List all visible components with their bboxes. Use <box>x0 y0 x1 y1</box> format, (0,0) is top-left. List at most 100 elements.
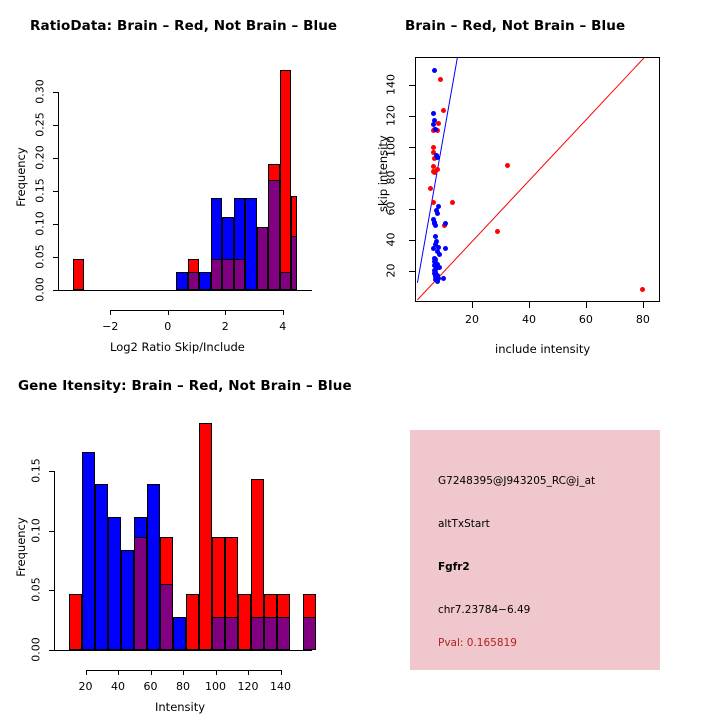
x-axis-tick-label: 60 <box>143 680 158 693</box>
scatter-point <box>433 241 439 247</box>
y-axis-tick <box>53 91 58 93</box>
scatter-point <box>435 249 441 255</box>
y-axis-tick <box>409 270 415 272</box>
bar-overlap <box>279 271 292 290</box>
x-axis-tick <box>110 310 112 315</box>
y-axis-line <box>54 470 55 650</box>
x-axis-tick <box>280 670 282 675</box>
y-axis-tick-label: 0.15 <box>29 458 43 483</box>
bar-blue <box>82 451 96 650</box>
y-axis-tick <box>409 208 415 210</box>
x-axis-tick-label: 2 <box>221 320 229 333</box>
scatter-reference-lines <box>416 58 645 301</box>
probe-id-text: G7248395@J943205_RC@j_at <box>438 475 596 487</box>
x-axis-tick-label: 20 <box>464 313 479 326</box>
scatter-point <box>435 210 441 216</box>
scatter-point <box>431 271 437 276</box>
y-axis-tick <box>409 146 415 148</box>
scatter-point <box>435 261 441 267</box>
panel-ratio-histogram: RatioData: Brain – Red, Not Brain – Blue… <box>0 0 360 360</box>
y-axis-tick <box>409 239 415 241</box>
panel-gene-intensity-histogram: Gene Itensity: Brain – Red, Not Brain – … <box>0 360 360 720</box>
scatter-point <box>504 162 510 168</box>
x-axis-tick <box>282 310 284 315</box>
bar-overlap <box>160 584 174 650</box>
y-axis-tick <box>409 177 415 179</box>
y-axis-tick-label: 20 <box>384 263 398 278</box>
x-axis-tick <box>85 670 87 675</box>
x-axis-tick <box>118 670 119 675</box>
y-axis-tick-label: 60 <box>384 201 398 216</box>
pval-text: Pval: 0.165819 <box>438 637 517 649</box>
ratio-x-axis-label: Log2 Ratio Skip/Include <box>110 340 245 354</box>
bar-red <box>199 423 213 650</box>
baseline <box>54 650 312 651</box>
scatter-point <box>430 199 436 205</box>
scatter-point <box>434 154 440 160</box>
y-axis-tick-label: 0.05 <box>29 577 43 603</box>
bar-red <box>186 593 200 650</box>
scatter-point <box>432 67 438 73</box>
bar-blue <box>199 271 211 290</box>
bar-overlap <box>291 235 298 290</box>
bar-overlap <box>268 180 280 290</box>
bar-blue <box>245 198 257 290</box>
bar-overlap <box>212 616 226 650</box>
bar-overlap <box>251 616 265 650</box>
bar-overlap <box>210 258 223 290</box>
scatter-point <box>430 216 436 222</box>
scatter-point <box>437 77 443 83</box>
locus-text: chr7.23784−6.49 <box>438 604 531 616</box>
y-axis-tick-label: 0.00 <box>29 637 43 662</box>
red-fit <box>417 58 645 301</box>
x-axis-tick <box>225 310 227 315</box>
panel-intensity-scatter: Brain – Red, Not Brain – Blue skip inten… <box>360 0 720 360</box>
bar-overlap <box>233 258 246 290</box>
x-axis-tick-label: 40 <box>521 313 536 326</box>
x-axis-tick-label: 20 <box>78 680 93 693</box>
y-axis-tick-label: 140 <box>384 73 398 95</box>
scatter-point <box>432 117 438 123</box>
y-axis-tick-label: 0.10 <box>29 517 43 543</box>
x-axis-tick <box>585 302 587 308</box>
scatter-point <box>431 246 437 252</box>
y-axis-tick <box>49 650 54 651</box>
x-axis-tick <box>215 670 217 675</box>
y-axis-tick-label: 120 <box>384 104 398 126</box>
y-axis-tick-label: 0.30 <box>33 78 47 104</box>
scatter-point <box>430 122 436 128</box>
x-axis-line <box>110 310 283 311</box>
scatter-point <box>437 252 443 258</box>
x-axis-tick-label: 140 <box>270 680 291 693</box>
event-type-text: altTxStart <box>438 518 490 530</box>
scatter-point <box>434 207 439 213</box>
bar-red <box>279 69 292 290</box>
y-axis-tick-label: 0.10 <box>33 211 47 236</box>
scatter-point <box>432 258 438 264</box>
scatter-point <box>443 246 449 252</box>
x-axis-tick-label: −2 <box>102 320 119 333</box>
scatter-point <box>431 156 437 162</box>
x-axis-tick-label: 120 <box>237 680 259 693</box>
scatter-point <box>427 185 433 191</box>
scatter-point <box>436 264 442 270</box>
y-axis-tick <box>53 290 58 291</box>
scatter-plot-area: 20 40 60 80 100 120 140 20 40 60 80 <box>360 0 720 360</box>
baseline <box>58 290 312 291</box>
y-axis-tick <box>49 470 54 472</box>
bar-overlap <box>277 616 291 650</box>
y-axis-tick <box>409 115 415 117</box>
bar-overlap <box>187 271 200 290</box>
y-axis-tick-label: 0.15 <box>33 178 47 203</box>
y-axis-tick <box>53 256 58 258</box>
x-axis-tick-label: 40 <box>111 680 125 693</box>
y-axis-tick-label: 0.00 <box>33 277 47 302</box>
x-axis-tick <box>528 302 530 308</box>
bar-blue <box>173 616 187 650</box>
y-axis-tick-label: 80 <box>384 170 398 185</box>
scatter-point <box>431 150 437 156</box>
scatter-point <box>431 263 437 269</box>
scatter-point <box>450 199 455 205</box>
x-axis-tick-label: 60 <box>578 313 593 326</box>
